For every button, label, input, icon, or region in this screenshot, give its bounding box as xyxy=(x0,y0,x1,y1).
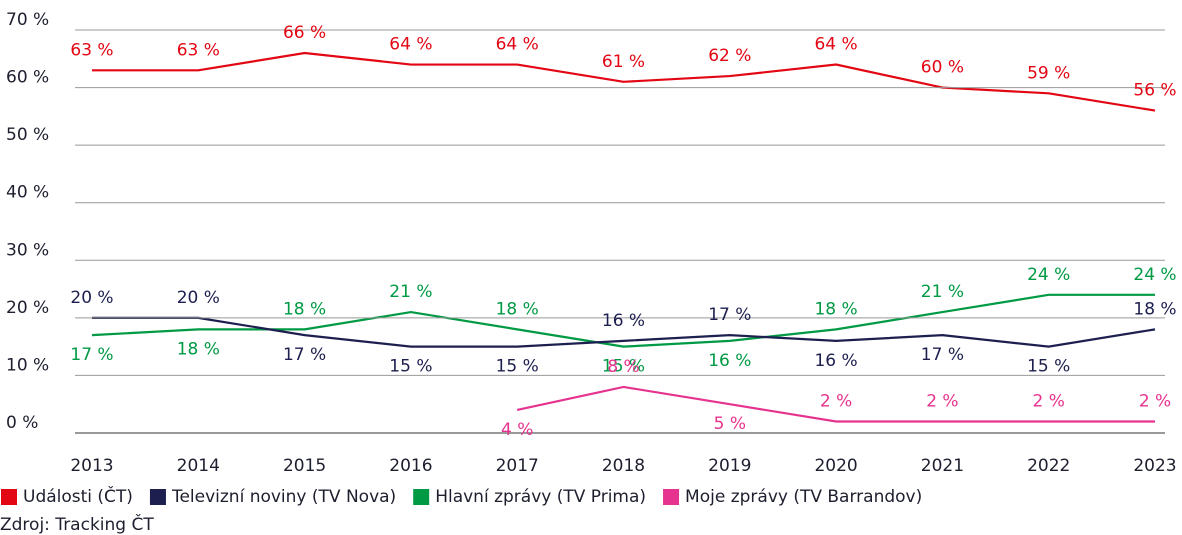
legend-label: Události (ČT) xyxy=(23,485,133,507)
data-label: 5 % xyxy=(714,414,746,434)
y-tick-label: 50 % xyxy=(6,125,49,145)
y-tick-label: 10 % xyxy=(6,355,49,375)
legend-label: Hlavní zprávy (TV Prima) xyxy=(435,487,646,507)
data-label: 18 % xyxy=(814,299,857,319)
data-label: 2 % xyxy=(1139,391,1171,411)
y-tick-label: 70 % xyxy=(6,10,49,30)
data-label: 18 % xyxy=(283,299,326,319)
data-label: 20 % xyxy=(177,288,220,308)
y-tick-label: 30 % xyxy=(6,240,49,260)
legend-label: Televizní noviny (TV Nova) xyxy=(171,487,396,507)
data-label: 17 % xyxy=(708,305,751,325)
data-label: 4 % xyxy=(501,420,533,440)
legend-swatch xyxy=(413,489,430,505)
series-line xyxy=(516,385,1155,423)
data-label: 15 % xyxy=(602,357,645,377)
series-line xyxy=(92,316,1156,348)
data-label: 8 % xyxy=(607,357,639,377)
x-tick-label: 2016 xyxy=(389,456,432,476)
data-label: 17 % xyxy=(283,345,326,365)
x-tick-label: 2017 xyxy=(496,456,539,476)
data-label: 61 % xyxy=(602,52,645,72)
data-label: 60 % xyxy=(921,58,964,78)
x-tick-label: 2021 xyxy=(921,456,964,476)
data-label: 17 % xyxy=(70,345,113,365)
data-label: 64 % xyxy=(496,35,539,55)
series-line xyxy=(92,51,1156,112)
legend-swatch xyxy=(1,489,17,505)
x-tick-label: 2014 xyxy=(177,456,220,476)
legend-swatch xyxy=(149,489,166,505)
source: Zdroj: Tracking ČT xyxy=(0,513,154,535)
data-label: 21 % xyxy=(389,282,432,302)
data-label: 56 % xyxy=(1133,81,1176,101)
data-label: 18 % xyxy=(177,339,220,359)
data-label: 64 % xyxy=(389,35,432,55)
data-label: 16 % xyxy=(602,311,645,331)
data-label: 24 % xyxy=(1133,265,1176,285)
data-label: 20 % xyxy=(70,288,113,308)
data-label: 21 % xyxy=(921,282,964,302)
data-label: 2 % xyxy=(926,391,958,411)
legend-swatch xyxy=(663,489,680,505)
data-label: 64 % xyxy=(814,35,857,55)
y-tick-label: 0 % xyxy=(6,413,38,433)
x-tick-label: 2013 xyxy=(70,456,113,476)
data-label: 16 % xyxy=(814,351,857,371)
data-label: 62 % xyxy=(708,46,751,66)
data-label: 24 % xyxy=(1027,265,1070,285)
data-label: 63 % xyxy=(70,40,113,60)
x-tick-label: 2019 xyxy=(708,456,751,476)
data-label: 15 % xyxy=(389,357,432,377)
data-label: 63 % xyxy=(177,40,220,60)
data-label: 18 % xyxy=(1133,299,1176,319)
y-tick-label: 20 % xyxy=(6,298,49,318)
data-label: 15 % xyxy=(1027,357,1070,377)
data-label: 16 % xyxy=(708,351,751,371)
data-label: 15 % xyxy=(496,357,539,377)
x-tick-label: 2015 xyxy=(283,456,326,476)
x-tick-label: 2023 xyxy=(1133,456,1176,476)
data-label: 66 % xyxy=(283,23,326,43)
y-tick-label: 60 % xyxy=(6,68,49,88)
data-label: 17 % xyxy=(921,345,964,365)
data-label: 2 % xyxy=(1033,391,1065,411)
data-label: 18 % xyxy=(496,299,539,319)
x-tick-label: 2022 xyxy=(1027,456,1070,476)
data-label: 59 % xyxy=(1027,63,1070,83)
data-label: 2 % xyxy=(820,391,852,411)
x-tick-label: 2018 xyxy=(602,456,645,476)
legend-label: Moje zprávy (TV Barrandov) xyxy=(685,487,922,507)
x-tick-label: 2020 xyxy=(814,456,857,476)
y-tick-label: 40 % xyxy=(6,183,49,203)
